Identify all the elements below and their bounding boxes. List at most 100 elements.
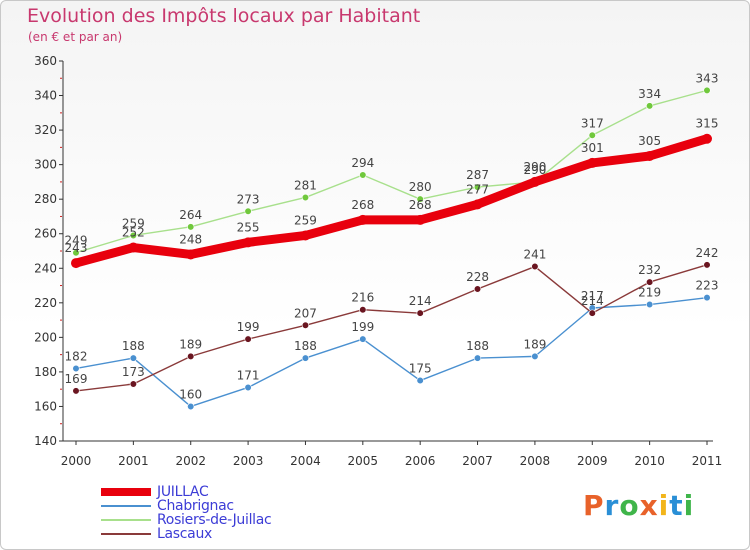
series-layer xyxy=(71,86,712,411)
data-point-rosiers-de-juillac xyxy=(473,183,482,191)
data-label-juillac: 255 xyxy=(237,220,260,234)
data-label-juillac: 248 xyxy=(179,232,202,246)
data-point-lascaux xyxy=(129,380,137,388)
data-label-lascaux: 199 xyxy=(237,320,260,334)
x-tick-label: 2009 xyxy=(577,454,608,468)
data-label-rosiers-de-juillac: 343 xyxy=(696,71,719,85)
data-point-juillac xyxy=(702,133,712,144)
data-label-juillac: 268 xyxy=(351,198,374,212)
data-label-rosiers-de-juillac: 280 xyxy=(409,180,432,194)
legend-label: Chabrignac xyxy=(157,498,234,514)
legend-swatch xyxy=(101,533,151,535)
data-label-rosiers-de-juillac: 290 xyxy=(523,163,546,177)
y-tick-label: 340 xyxy=(34,89,57,103)
x-tick-label: 2001 xyxy=(118,454,149,468)
y-tick-label: 360 xyxy=(34,54,57,68)
x-tick-label: 2010 xyxy=(634,454,665,468)
x-tick-label: 2003 xyxy=(233,454,264,468)
y-tick-label: 180 xyxy=(34,365,57,379)
data-label-lascaux: 241 xyxy=(523,248,546,262)
data-point-juillac xyxy=(128,242,139,253)
series-line-lascaux xyxy=(75,264,708,392)
data-label-chabrignac: 189 xyxy=(523,337,546,351)
y-tick-label: 200 xyxy=(34,330,57,344)
x-tick-label: 2004 xyxy=(290,454,321,468)
data-point-juillac xyxy=(472,199,483,210)
data-point-lascaux xyxy=(703,261,711,269)
data-point-chabrignac xyxy=(359,335,367,343)
data-point-chabrignac xyxy=(473,354,482,362)
data-label-rosiers-de-juillac: 287 xyxy=(466,168,489,182)
data-label-chabrignac: 223 xyxy=(696,279,719,293)
series-line-rosiers-de-juillac xyxy=(75,89,708,254)
data-point-rosiers-de-juillac xyxy=(646,102,654,110)
data-point-chabrignac xyxy=(244,383,252,392)
data-point-chabrignac xyxy=(646,300,654,309)
data-label-chabrignac: 160 xyxy=(179,387,202,401)
data-point-rosiers-de-juillac xyxy=(244,207,252,215)
data-point-chabrignac xyxy=(416,376,424,385)
data-label-lascaux: 189 xyxy=(179,337,202,351)
x-tick-label: 2006 xyxy=(405,454,436,468)
data-label-lascaux: 214 xyxy=(409,294,432,308)
data-label-juillac: 259 xyxy=(294,213,317,227)
logo-letter: t xyxy=(669,489,684,522)
data-label-lascaux: 228 xyxy=(466,270,489,284)
data-label-juillac: 243 xyxy=(65,241,88,255)
y-tick-label: 280 xyxy=(34,192,57,206)
data-label-chabrignac: 175 xyxy=(409,362,432,376)
data-point-lascaux xyxy=(531,262,539,271)
legend-swatch xyxy=(101,505,151,507)
data-point-chabrignac xyxy=(531,352,539,360)
chart-axes: 140 160 180 200 220 240 260 280 300 320 340 360 2000… xyxy=(34,54,722,468)
proxiti-logo: Proxiti xyxy=(583,489,694,522)
data-label-rosiers-de-juillac: 281 xyxy=(294,178,317,192)
x-tick-label: 2011 xyxy=(692,454,723,468)
series-line-chabrignac xyxy=(75,296,708,408)
logo-letter: o xyxy=(619,489,640,522)
chart-title: Evolution des Impôts locaux par Habitant xyxy=(27,5,421,27)
logo-letter: x xyxy=(639,489,659,522)
logo-letter: P xyxy=(583,489,605,522)
series-line-juillac xyxy=(71,134,712,268)
data-point-lascaux xyxy=(244,335,252,343)
x-tick-label: 2007 xyxy=(462,454,493,468)
data-label-chabrignac: 188 xyxy=(122,339,145,353)
legend-label: Lascaux xyxy=(157,526,213,542)
y-tick-label: 300 xyxy=(34,158,57,172)
legend-label: JUILLAC xyxy=(157,484,209,500)
data-point-juillac xyxy=(415,214,426,225)
data-point-lascaux xyxy=(588,309,596,317)
legend-swatch xyxy=(101,519,151,521)
data-label-rosiers-de-juillac: 259 xyxy=(122,216,145,230)
data-label-rosiers-de-juillac: 334 xyxy=(638,87,661,101)
legend-label: Rosiers-de-Juillac xyxy=(157,512,272,528)
y-tick-label: 320 xyxy=(34,123,57,137)
data-point-juillac xyxy=(587,157,598,168)
data-label-lascaux: 216 xyxy=(351,291,374,305)
data-point-chabrignac xyxy=(72,364,80,373)
y-tick-label: 240 xyxy=(34,261,57,275)
data-label-juillac: 301 xyxy=(581,141,604,155)
data-point-rosiers-de-juillac xyxy=(359,171,367,179)
data-point-rosiers-de-juillac xyxy=(588,131,596,139)
y-tick-label: 220 xyxy=(34,296,57,310)
data-point-juillac xyxy=(357,214,368,225)
data-point-rosiers-de-juillac xyxy=(301,193,310,202)
data-label-chabrignac: 182 xyxy=(65,349,88,363)
data-point-juillac xyxy=(644,151,655,161)
data-point-lascaux xyxy=(359,306,367,314)
data-label-chabrignac: 219 xyxy=(638,286,661,300)
data-point-juillac xyxy=(71,258,81,269)
logo-letter: r xyxy=(604,489,620,522)
x-tick-label: 2000 xyxy=(61,454,92,468)
logo-letter: i xyxy=(658,489,670,522)
chart-subtitle: (en € et par an) xyxy=(28,30,123,44)
data-point-rosiers-de-juillac xyxy=(416,195,424,203)
data-label-lascaux: 232 xyxy=(638,263,661,277)
data-point-lascaux xyxy=(646,278,654,286)
data-point-lascaux xyxy=(473,285,482,293)
